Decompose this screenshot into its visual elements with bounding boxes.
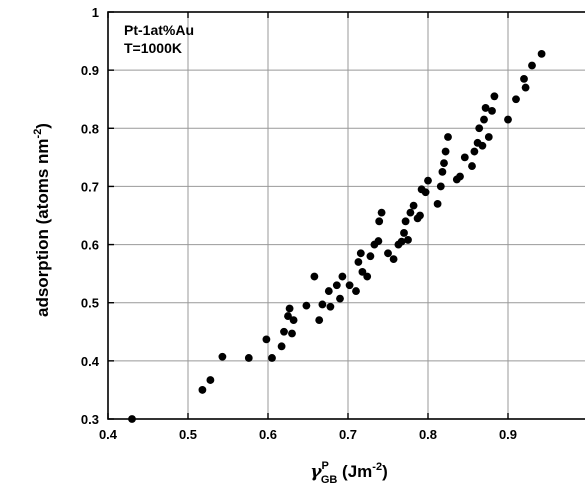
- data-point: [521, 83, 530, 92]
- x-axis-title-sub: GB: [321, 474, 338, 486]
- data-point: [512, 95, 520, 104]
- data-point: [400, 229, 408, 237]
- data-point: [366, 252, 375, 261]
- y-tick-label: 0.4: [81, 354, 100, 369]
- data-point: [289, 316, 298, 325]
- data-point: [352, 287, 360, 295]
- y-tick-label: 0.9: [81, 63, 99, 78]
- y-axis-title-close: ): [33, 123, 52, 129]
- data-point: [332, 281, 341, 290]
- data-point: [481, 104, 490, 112]
- data-point: [406, 208, 415, 217]
- plot-frame: [107, 11, 585, 420]
- x-tick-label: 0.6: [259, 427, 277, 442]
- x-axis-title: γP GB (Jm-2): [310, 460, 388, 486]
- data-points: [128, 49, 546, 423]
- data-point: [424, 176, 432, 185]
- data-point: [288, 329, 296, 338]
- data-point: [480, 115, 488, 124]
- data-point: [416, 211, 424, 220]
- data-point: [354, 258, 363, 266]
- y-axis-title-text: adsorption (atoms nm: [33, 138, 52, 317]
- data-point: [470, 147, 479, 156]
- y-tick-label: 1: [92, 5, 99, 20]
- data-point: [218, 352, 227, 361]
- y-tick-label: 0.6: [81, 238, 99, 253]
- data-point: [537, 49, 546, 58]
- data-point: [460, 153, 469, 162]
- data-point: [528, 61, 536, 70]
- data-point: [475, 124, 484, 133]
- data-point: [490, 92, 499, 101]
- data-point: [520, 74, 528, 83]
- y-axis-title-sup: -2: [32, 129, 44, 139]
- annotation-temperature: T=1000K: [124, 40, 182, 56]
- data-point: [285, 304, 294, 313]
- x-tick-label: 0.4: [99, 427, 118, 442]
- data-point: [336, 294, 344, 303]
- data-point: [375, 217, 384, 226]
- data-point: [444, 133, 452, 141]
- x-tick-label: 0.5: [179, 427, 197, 442]
- data-point: [384, 249, 392, 258]
- data-point: [488, 106, 496, 115]
- data-point: [440, 159, 448, 168]
- data-point: [456, 172, 464, 181]
- y-axis-title: adsorption (atoms nm-2): [32, 123, 52, 317]
- x-axis-title-symbol: γ: [310, 462, 322, 482]
- data-point: [363, 272, 372, 281]
- data-point: [268, 354, 276, 362]
- data-point: [401, 217, 410, 226]
- data-point: [436, 182, 445, 191]
- y-tick-label: 0.8: [81, 121, 99, 136]
- data-point: [438, 167, 447, 176]
- data-point: [358, 267, 367, 276]
- data-point: [302, 301, 311, 310]
- x-tick-label: 0.9: [499, 427, 517, 442]
- x-tick-label: 0.8: [419, 427, 437, 442]
- y-tick-label: 0.7: [81, 179, 99, 194]
- data-point: [315, 316, 324, 325]
- data-point: [262, 335, 271, 344]
- x-axis-title-unit-sup: -2: [372, 461, 382, 473]
- grid-lines: [108, 12, 585, 419]
- data-point: [206, 376, 215, 384]
- annotation-material: Pt-1at%Au: [124, 22, 194, 38]
- x-tick-labels: 0.4 0.5 0.6 0.7 0.8 0.9: [99, 427, 517, 442]
- data-point: [409, 201, 418, 210]
- data-point: [468, 162, 476, 170]
- data-point: [377, 208, 386, 217]
- data-point: [484, 133, 493, 141]
- data-point: [324, 287, 333, 295]
- data-point: [338, 272, 347, 281]
- x-axis-title-close: ): [382, 462, 388, 481]
- data-point: [478, 141, 487, 150]
- data-point: [374, 237, 383, 245]
- data-point: [433, 199, 442, 208]
- data-point: [345, 281, 354, 290]
- data-point: [441, 147, 450, 156]
- data-point: [277, 342, 286, 351]
- y-tick-label: 0.3: [81, 412, 99, 427]
- data-point: [310, 272, 319, 281]
- x-axis-title-unit: (Jm: [337, 462, 372, 481]
- data-point: [198, 386, 207, 394]
- data-point: [421, 188, 430, 197]
- data-point: [389, 255, 398, 264]
- y-tick-labels: 0.3 0.4 0.5 0.6 0.7 0.8 0.9 1: [81, 5, 100, 427]
- y-tick-label: 0.5: [81, 296, 99, 311]
- data-point: [404, 236, 412, 244]
- data-point: [244, 354, 253, 362]
- data-point: [280, 327, 288, 336]
- data-point: [318, 300, 327, 309]
- data-point: [326, 302, 335, 311]
- x-tick-label: 0.7: [339, 427, 357, 442]
- data-point: [397, 237, 406, 246]
- data-point: [504, 115, 512, 124]
- x-axis-title-sup: P: [321, 460, 328, 472]
- tick-marks: [107, 11, 509, 420]
- data-point: [356, 249, 365, 258]
- data-point: [284, 312, 292, 320]
